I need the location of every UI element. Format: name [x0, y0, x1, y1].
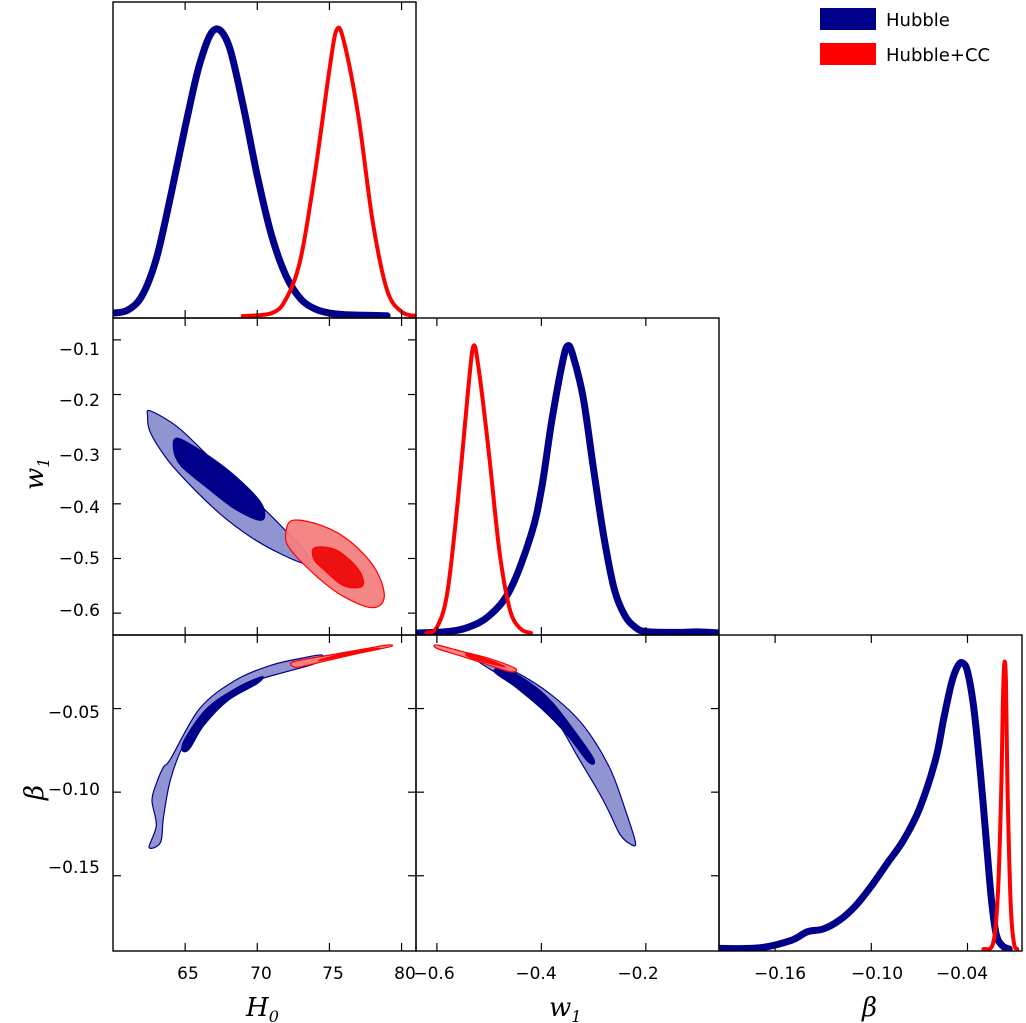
y-tick-w1-m01: −0.1	[59, 340, 100, 360]
x-axis-label-w1: w1	[549, 993, 581, 1023]
contour-w1_beta-hubble-outer	[470, 654, 637, 847]
contour-H0_beta-hubble-inner	[181, 676, 264, 753]
x-axis-label-beta: β	[861, 993, 877, 1023]
contours-H0_beta	[148, 644, 394, 850]
marginal-curve-beta-hubble-cc	[981, 659, 1020, 951]
x-tick-w1-m02: −0.2	[617, 964, 658, 984]
y-tick-w1-m04: −0.4	[59, 498, 100, 518]
legend-label-hubble-cc: Hubble+CC	[886, 45, 990, 66]
axis-labels: H0 w1 β w1 β	[20, 458, 877, 1023]
y-tick-beta-m005: −0.05	[48, 703, 100, 723]
x-axis-label-w1-sub: 1	[571, 1007, 581, 1023]
y-axis-label-w1-main: w	[20, 468, 50, 490]
contour-w1_beta-hubble-cc-inner	[465, 652, 506, 668]
x-axis-label-h0-main: H	[245, 993, 270, 1023]
marginal-curve-H0-hubble	[113, 25, 391, 318]
x-tick-w1-m06: −0.6	[413, 964, 454, 984]
x-tick-h0-65: 65	[177, 964, 199, 984]
y-tick-w1-m06: −0.6	[59, 601, 100, 621]
marginal-curve-w1-hubble	[416, 342, 719, 635]
legend-swatch-hubble	[820, 8, 876, 30]
contour-H0_w1-hubble-inner	[172, 437, 266, 521]
y-tick-beta-m010: −0.10	[48, 780, 100, 800]
contour-H0_beta-hubble-cc-inner	[317, 647, 381, 662]
x-axis-label-w1-main: w	[549, 993, 571, 1023]
contour-w1_beta-hubble-inner	[493, 667, 596, 765]
x-tick-w1-m04: −0.4	[515, 964, 556, 984]
panel-h0-marginal	[112, 1, 417, 319]
y-axis-label-beta: β	[20, 785, 50, 801]
contours-H0_w1	[146, 409, 385, 609]
marginal-H0	[113, 25, 416, 318]
y-axis-label-w1: w1	[20, 458, 53, 490]
y-tick-w1-m03: −0.3	[59, 446, 100, 466]
x-axis-label-h0: H0	[245, 993, 279, 1023]
x-tick-h0-80: 80	[394, 964, 416, 984]
y-tick-w1-m02: −0.2	[59, 391, 100, 411]
contour-H0_beta-hubble-outer	[148, 654, 324, 850]
y-tick-beta-m015: −0.15	[48, 858, 100, 878]
marginal-beta	[719, 659, 1020, 951]
legend-swatch-hubble-cc	[820, 43, 876, 65]
y-axis-label-w1-sub: 1	[34, 458, 53, 468]
panel-beta-marginal	[718, 634, 1023, 952]
legend-label-hubble: Hubble	[886, 10, 950, 31]
marginal-w1	[416, 342, 719, 635]
panel-w1-beta	[415, 634, 720, 952]
contours-w1_beta	[433, 644, 637, 847]
marginal-curve-H0-hubble-cc	[240, 25, 416, 318]
y-tick-w1-m05: −0.5	[59, 549, 100, 569]
tick-labels: 65 70 75 80 −0.6 −0.4 −0.2 −0.16 −0.10 −…	[48, 340, 988, 984]
x-tick-beta-m010: −0.10	[851, 964, 903, 984]
panels	[112, 1, 1023, 952]
marginal-curve-w1-hubble-cc	[424, 343, 533, 635]
x-tick-beta-m016: −0.16	[754, 964, 806, 984]
x-axis-label-h0-sub: 0	[269, 1007, 279, 1023]
x-tick-beta-m004: −0.04	[936, 964, 988, 984]
contour-H0_w1-hubble-cc-inner	[311, 546, 365, 589]
legend: Hubble Hubble+CC	[820, 8, 990, 66]
marginal-curve-beta-hubble	[719, 659, 1013, 951]
x-tick-h0-70: 70	[250, 964, 272, 984]
x-tick-h0-75: 75	[322, 964, 344, 984]
